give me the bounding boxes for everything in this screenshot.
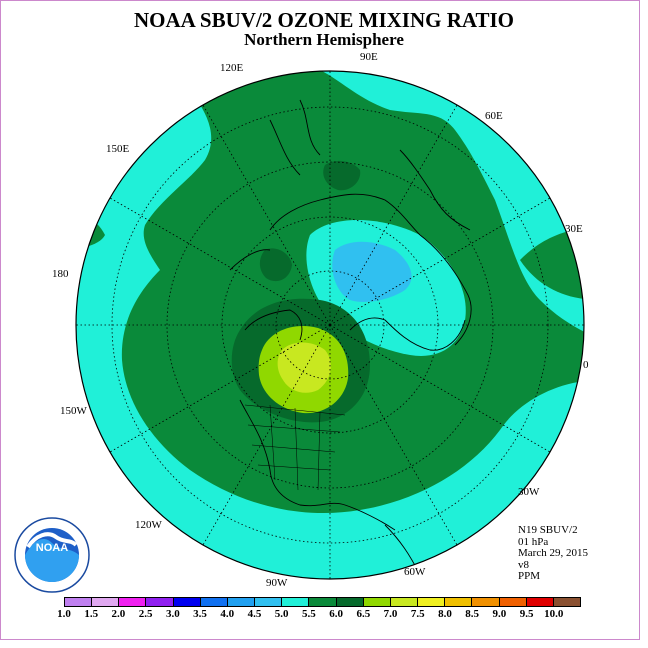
colorbar-swatch bbox=[445, 598, 473, 606]
colorbar-tick-label: 3.0 bbox=[165, 608, 180, 620]
colorbar-swatch bbox=[499, 598, 527, 606]
lon-label-150e: 150E bbox=[106, 143, 130, 155]
colorbar-tick-label: 5.5 bbox=[302, 608, 316, 620]
instrument-text: N19 SBUV/2 bbox=[518, 524, 578, 536]
colorbar-swatch bbox=[336, 598, 364, 606]
figure-frame bbox=[0, 0, 640, 640]
lon-label-90w: 90W bbox=[266, 577, 288, 589]
colorbar-swatch bbox=[92, 598, 120, 606]
colorbar-tick-label: 9.0 bbox=[492, 608, 507, 620]
colorbar-tick-label: 7.0 bbox=[383, 608, 398, 620]
colorbar-tick-label: 4.5 bbox=[247, 608, 262, 620]
colorbar-tick-label: 2.0 bbox=[111, 608, 126, 620]
colorbar-swatch bbox=[227, 598, 256, 606]
logo-noaa-text: NOAA bbox=[36, 542, 68, 554]
colorbar-tick-label: 10.0 bbox=[544, 608, 564, 620]
lon-label-0: 0 bbox=[583, 359, 589, 371]
colorbar-ticks: 1.0 1.5 2.0 2.5 3.0 3.5 4.0 4.5 5.0 5.5 6.0 6.5 7.0 7… bbox=[0, 608, 648, 622]
map-subtitle: Northern Hemisphere bbox=[244, 30, 404, 49]
colorbar-tick-label: 6.5 bbox=[356, 608, 371, 620]
info-block: N19 SBUV/2 01 hPa March 29, 2015 v8 PPM bbox=[518, 524, 588, 583]
colorbar-tick-label: 3.5 bbox=[193, 608, 207, 620]
colorbar-swatch bbox=[472, 598, 500, 606]
colorbar-swatch bbox=[173, 598, 201, 606]
units-text: PPM bbox=[518, 570, 541, 582]
colorbar-swatch bbox=[390, 598, 419, 606]
colorbar-swatch bbox=[200, 598, 228, 606]
colorbar-swatch bbox=[255, 598, 283, 606]
coastlines bbox=[229, 99, 472, 576]
colorbar-tick-label: 7.5 bbox=[410, 608, 425, 620]
colorbar-tick-label: 1.5 bbox=[84, 608, 99, 620]
lon-label-150w: 150W bbox=[60, 405, 87, 417]
colorbar-swatch bbox=[309, 598, 337, 606]
colorbar-swatch bbox=[553, 598, 580, 606]
field-darkgreen-2 bbox=[323, 160, 361, 191]
map-title: NOAA SBUV/2 OZONE MIXING RATIO bbox=[134, 8, 514, 32]
colorbar-tick-label: 5.0 bbox=[274, 608, 289, 620]
noaa-logo: NOAA bbox=[14, 517, 90, 593]
field-darkgreen-3 bbox=[259, 248, 292, 282]
political-boundaries bbox=[244, 404, 346, 491]
lon-label-120w: 120W bbox=[135, 519, 162, 531]
graticule bbox=[76, 71, 584, 579]
colorbar-tick-label: 1.0 bbox=[57, 608, 71, 620]
colorbar-swatch bbox=[418, 598, 446, 606]
colorbar bbox=[64, 597, 581, 607]
colorbar-swatch bbox=[146, 598, 174, 606]
level-text: 01 hPa bbox=[518, 535, 549, 548]
field-yellowgreen bbox=[277, 342, 331, 393]
date-text: March 29, 2015 bbox=[518, 547, 588, 559]
colorbar-tick-label: 8.5 bbox=[465, 608, 480, 620]
colorbar-tick-label: 8.0 bbox=[438, 608, 452, 620]
lon-label-120e: 120E bbox=[220, 62, 244, 74]
lon-label-30w: 30W bbox=[518, 486, 540, 498]
colorbar-swatch bbox=[65, 598, 93, 606]
colorbar-tick-label: 9.5 bbox=[519, 608, 534, 620]
version-text: v8 bbox=[518, 558, 529, 571]
colorbar-tick-label: 2.5 bbox=[138, 608, 153, 620]
lon-label-30e: 30E bbox=[565, 223, 583, 235]
colorbar-swatch bbox=[526, 598, 554, 606]
colorbar-swatch bbox=[363, 598, 391, 606]
colorbar-tick-label: 6.0 bbox=[329, 608, 343, 620]
colorbar-swatch bbox=[119, 598, 147, 606]
lon-label-180: 180 bbox=[52, 268, 69, 280]
colorbar-swatch bbox=[282, 598, 310, 606]
lon-label-90e: 90E bbox=[360, 51, 378, 63]
map-boundary bbox=[75, 70, 585, 580]
lon-label-60w: 60W bbox=[404, 566, 426, 578]
colorbar-tick-label: 4.0 bbox=[220, 608, 235, 620]
lon-label-60e: 60E bbox=[485, 110, 503, 122]
